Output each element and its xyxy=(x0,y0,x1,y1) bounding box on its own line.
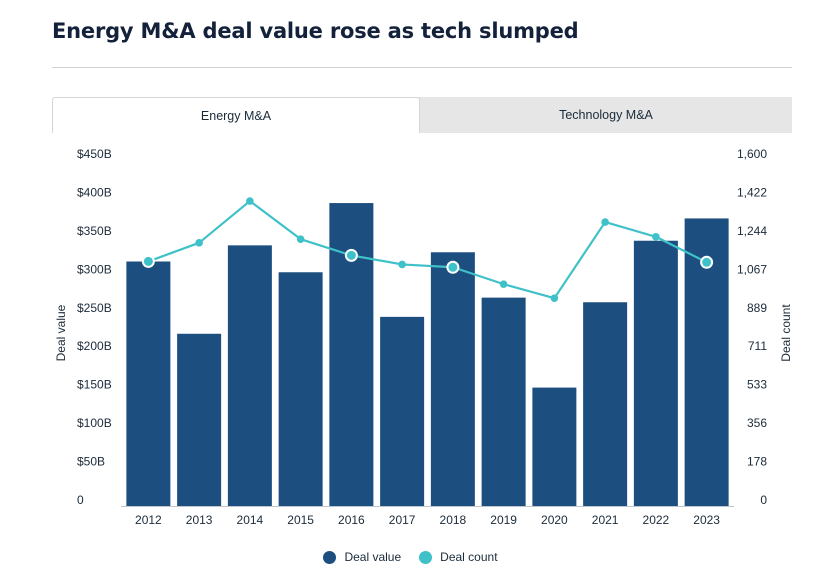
legend-label-deal-value: Deal value xyxy=(344,550,402,564)
x-tick-label: 2015 xyxy=(287,513,314,527)
y-tick-label-left: $300B xyxy=(77,262,112,276)
x-tick-label: 2021 xyxy=(592,513,619,527)
x-tick-label: 2014 xyxy=(237,513,264,527)
y-tick-label-right: 889 xyxy=(747,301,767,315)
x-tick-label: 2022 xyxy=(643,513,670,527)
x-tick-label: 2023 xyxy=(693,513,720,527)
point-deal-count[interactable] xyxy=(601,218,609,226)
x-tick-label: 2019 xyxy=(490,513,517,527)
bar-deal-value[interactable] xyxy=(329,203,374,506)
bar-deal-value[interactable] xyxy=(380,316,425,506)
point-deal-count[interactable] xyxy=(195,239,203,247)
legend-label-deal-count: Deal count xyxy=(440,550,498,564)
title-divider xyxy=(52,67,792,68)
legend-item-deal-count[interactable]: Deal count xyxy=(419,550,498,564)
x-tick-label: 2018 xyxy=(440,513,467,527)
legend-item-deal-value[interactable]: Deal value xyxy=(323,550,401,564)
point-deal-count[interactable] xyxy=(246,197,254,205)
bar-deal-value[interactable] xyxy=(633,240,678,506)
tab-technology-ma[interactable]: Technology M&A xyxy=(420,97,792,133)
x-tick-label: 2016 xyxy=(338,513,365,527)
y-tick-label-right: 0 xyxy=(760,493,767,507)
x-tick-label: 2012 xyxy=(135,513,162,527)
y-tick-label-left: $150B xyxy=(77,378,112,392)
bar-deal-value[interactable] xyxy=(278,272,323,506)
chart-tabs: Energy M&A Technology M&A xyxy=(52,97,792,133)
y-tick-label-left: $250B xyxy=(77,301,112,315)
x-tick-label: 2020 xyxy=(541,513,568,527)
y-tick-label-left: $100B xyxy=(77,416,112,430)
bar-deal-value[interactable] xyxy=(126,261,171,506)
point-deal-count[interactable] xyxy=(296,235,305,243)
point-deal-count[interactable] xyxy=(446,260,460,274)
legend-swatch-deal-count xyxy=(419,550,433,564)
legend-swatch-deal-value xyxy=(323,550,337,564)
y-axis-title-right: Deal count xyxy=(779,304,793,362)
y-axis-title-left: Deal value xyxy=(54,304,68,361)
y-tick-label-right: 1,244 xyxy=(737,224,767,238)
y-tick-label-left: $450B xyxy=(77,147,112,161)
y-tick-label-right: 711 xyxy=(748,339,767,353)
y-tick-label-right: 1,600 xyxy=(737,147,767,161)
point-deal-count[interactable] xyxy=(499,280,508,288)
chart-title: Energy M&A deal value rose as tech slump… xyxy=(52,19,579,43)
bar-deal-value[interactable] xyxy=(583,302,628,506)
y-tick-label-left: $350B xyxy=(77,224,112,238)
y-tick-label-left: $400B xyxy=(77,185,112,199)
bar-deal-value[interactable] xyxy=(532,387,577,506)
y-tick-label-left: $50B xyxy=(77,455,105,469)
chart-legend: Deal value Deal count xyxy=(0,550,821,564)
tab-energy-ma[interactable]: Energy M&A xyxy=(52,97,420,133)
point-deal-count[interactable] xyxy=(141,254,155,268)
x-tick-label: 2013 xyxy=(186,513,213,527)
bar-deal-value[interactable] xyxy=(227,245,272,506)
bar-deal-value[interactable] xyxy=(481,297,526,506)
point-deal-count[interactable] xyxy=(652,232,660,241)
y-tick-label-left: $200B xyxy=(77,339,112,353)
y-tick-label-right: 533 xyxy=(747,378,767,392)
y-tick-label-right: 1,067 xyxy=(737,262,767,276)
bar-deal-value[interactable] xyxy=(177,333,222,506)
x-tick-label: 2017 xyxy=(389,513,416,527)
y-tick-label-right: 1,422 xyxy=(737,185,767,199)
point-deal-count[interactable] xyxy=(398,260,406,269)
y-tick-label-right: 356 xyxy=(747,416,767,430)
combo-chart: 0 $50B $100B $150B $200B $250B $300B $350B $400B… xyxy=(54,147,793,527)
bar-deal-value[interactable] xyxy=(430,252,475,506)
point-deal-count[interactable] xyxy=(550,294,559,302)
y-tick-label-right: 178 xyxy=(747,455,767,469)
point-deal-count[interactable] xyxy=(344,248,358,262)
y-tick-label-left: 0 xyxy=(77,493,84,507)
line-deal-count xyxy=(147,199,708,300)
point-deal-count[interactable] xyxy=(700,255,714,269)
